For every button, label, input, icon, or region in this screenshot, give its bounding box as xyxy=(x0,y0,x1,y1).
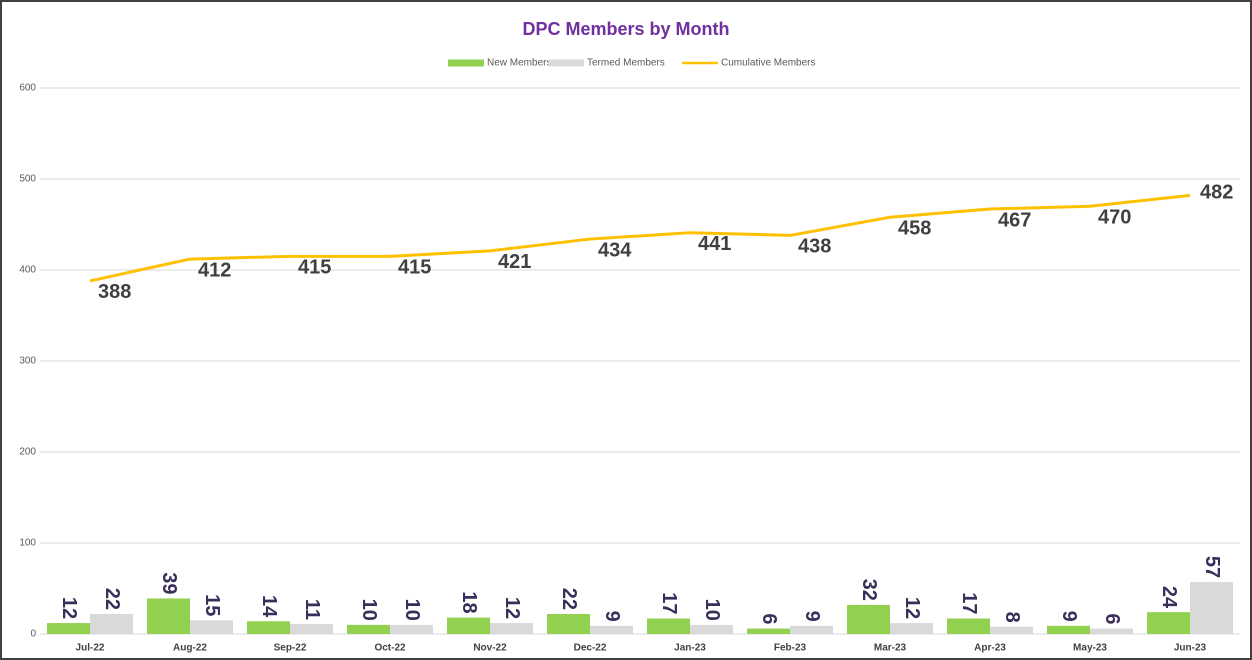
bar-value-label: 12 xyxy=(901,597,923,619)
bar xyxy=(147,598,190,634)
bar-value-label: 12 xyxy=(501,597,523,619)
bar-value-label: 9 xyxy=(1058,611,1080,622)
bar-value-label: 6 xyxy=(758,613,780,624)
legend-label: Termed Members xyxy=(587,58,665,69)
bar xyxy=(447,617,490,634)
bar-value-label: 9 xyxy=(601,611,623,622)
bar xyxy=(90,613,133,634)
y-tick-label: 200 xyxy=(19,447,36,458)
y-tick-label: 500 xyxy=(19,174,36,185)
line-value-label: 421 xyxy=(498,251,531,273)
bar xyxy=(190,620,233,634)
bar-value-label: 24 xyxy=(1158,586,1180,609)
line-value-label: 438 xyxy=(798,236,831,258)
line-value-label: 470 xyxy=(1098,207,1131,229)
bar-value-label: 32 xyxy=(858,579,880,601)
x-tick-label: Jun-23 xyxy=(1174,643,1207,654)
bar xyxy=(990,626,1033,634)
x-tick-label: Sep-22 xyxy=(274,643,307,654)
x-tick-label: Jan-23 xyxy=(674,643,706,654)
bar xyxy=(1190,582,1233,634)
x-tick-label: Apr-23 xyxy=(974,643,1006,654)
line-value-label: 412 xyxy=(198,259,231,281)
x-tick-label: Aug-22 xyxy=(173,643,207,654)
bar xyxy=(847,604,890,634)
bar xyxy=(547,613,590,634)
y-tick-label: 0 xyxy=(30,629,36,640)
bar-value-label: 10 xyxy=(358,599,380,621)
bar-value-label: 15 xyxy=(201,594,223,616)
bar xyxy=(690,624,733,634)
bar-value-label: 22 xyxy=(101,588,123,610)
bar-value-label: 10 xyxy=(401,599,423,621)
line-value-label: 388 xyxy=(98,281,131,303)
legend-swatch xyxy=(448,59,484,67)
y-tick-label: 400 xyxy=(19,265,36,276)
y-tick-label: 100 xyxy=(19,538,36,549)
bar xyxy=(347,624,390,634)
legend-label: New Members xyxy=(487,58,551,69)
bar-value-label: 12 xyxy=(58,597,80,619)
bar xyxy=(1090,628,1133,634)
bar-value-label: 9 xyxy=(801,611,823,622)
bar-value-label: 57 xyxy=(1201,556,1223,578)
bar-value-label: 18 xyxy=(458,591,480,613)
bar xyxy=(947,618,990,634)
legend-label: Cumulative Members xyxy=(721,58,815,69)
bar xyxy=(490,623,533,634)
bar xyxy=(590,625,633,634)
x-tick-label: Dec-22 xyxy=(574,643,607,654)
x-tick-label: Jul-22 xyxy=(76,643,105,654)
line-value-label: 415 xyxy=(398,257,431,279)
bar xyxy=(747,628,790,634)
bar-value-label: 6 xyxy=(1101,613,1123,624)
line-value-label: 467 xyxy=(998,209,1031,231)
bar xyxy=(47,623,90,634)
bar xyxy=(890,623,933,634)
bar xyxy=(290,623,333,634)
chart-title: DPC Members by Month xyxy=(522,19,729,39)
line-value-label: 434 xyxy=(598,239,632,261)
bar xyxy=(790,625,833,634)
line xyxy=(89,193,1191,283)
bar-value-label: 8 xyxy=(1001,612,1023,623)
bar-value-label: 14 xyxy=(258,595,280,618)
bar xyxy=(1047,625,1090,634)
bar-value-label: 39 xyxy=(158,572,180,594)
bar xyxy=(390,624,433,634)
x-tick-label: Nov-22 xyxy=(473,643,507,654)
x-tick-label: Oct-22 xyxy=(374,643,406,654)
line-value-label: 415 xyxy=(298,257,331,279)
bar-value-label: 11 xyxy=(301,599,323,620)
x-tick-label: Feb-23 xyxy=(774,643,807,654)
y-tick-label: 300 xyxy=(19,356,36,367)
x-tick-label: May-23 xyxy=(1073,643,1107,654)
line-value-label: 441 xyxy=(698,233,731,255)
line-value-label: 482 xyxy=(1200,182,1233,204)
y-tick-label: 600 xyxy=(19,83,36,94)
bar-value-label: 10 xyxy=(701,599,723,621)
legend-swatch xyxy=(548,59,584,67)
bar-value-label: 17 xyxy=(658,592,680,614)
bar-value-label: 17 xyxy=(958,592,980,614)
bar xyxy=(247,621,290,634)
bar xyxy=(1147,612,1190,634)
bar xyxy=(647,618,690,634)
line-value-label: 458 xyxy=(898,218,931,240)
x-tick-label: Mar-23 xyxy=(874,643,907,654)
bar-value-label: 22 xyxy=(558,588,580,610)
